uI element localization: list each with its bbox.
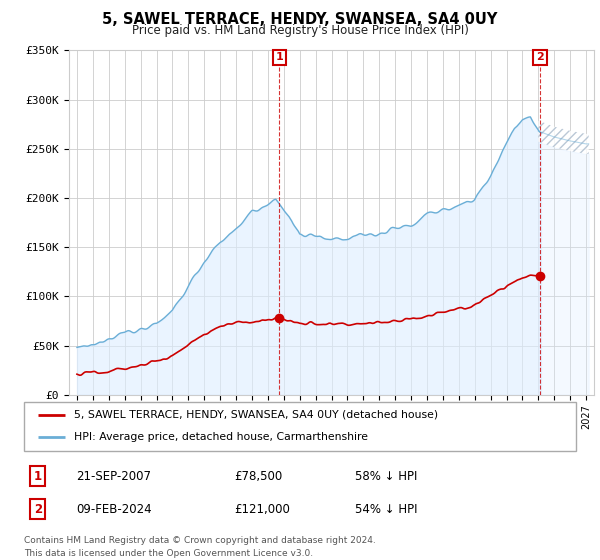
Text: 2: 2 (34, 502, 42, 516)
Text: £78,500: £78,500 (234, 469, 282, 483)
Text: 58% ↓ HPI: 58% ↓ HPI (355, 469, 418, 483)
Text: HPI: Average price, detached house, Carmarthenshire: HPI: Average price, detached house, Carm… (74, 432, 368, 442)
Text: Contains HM Land Registry data © Crown copyright and database right 2024.
This d: Contains HM Land Registry data © Crown c… (24, 536, 376, 558)
Text: 1: 1 (34, 469, 42, 483)
Text: 09-FEB-2024: 09-FEB-2024 (76, 502, 152, 516)
Text: 2: 2 (536, 52, 544, 62)
Text: 5, SAWEL TERRACE, HENDY, SWANSEA, SA4 0UY (detached house): 5, SAWEL TERRACE, HENDY, SWANSEA, SA4 0U… (74, 410, 438, 420)
Text: £121,000: £121,000 (234, 502, 290, 516)
Text: 21-SEP-2007: 21-SEP-2007 (76, 469, 151, 483)
Text: 54% ↓ HPI: 54% ↓ HPI (355, 502, 418, 516)
Text: 1: 1 (275, 52, 283, 62)
Text: Price paid vs. HM Land Registry's House Price Index (HPI): Price paid vs. HM Land Registry's House … (131, 24, 469, 37)
Text: 5, SAWEL TERRACE, HENDY, SWANSEA, SA4 0UY: 5, SAWEL TERRACE, HENDY, SWANSEA, SA4 0U… (103, 12, 497, 27)
